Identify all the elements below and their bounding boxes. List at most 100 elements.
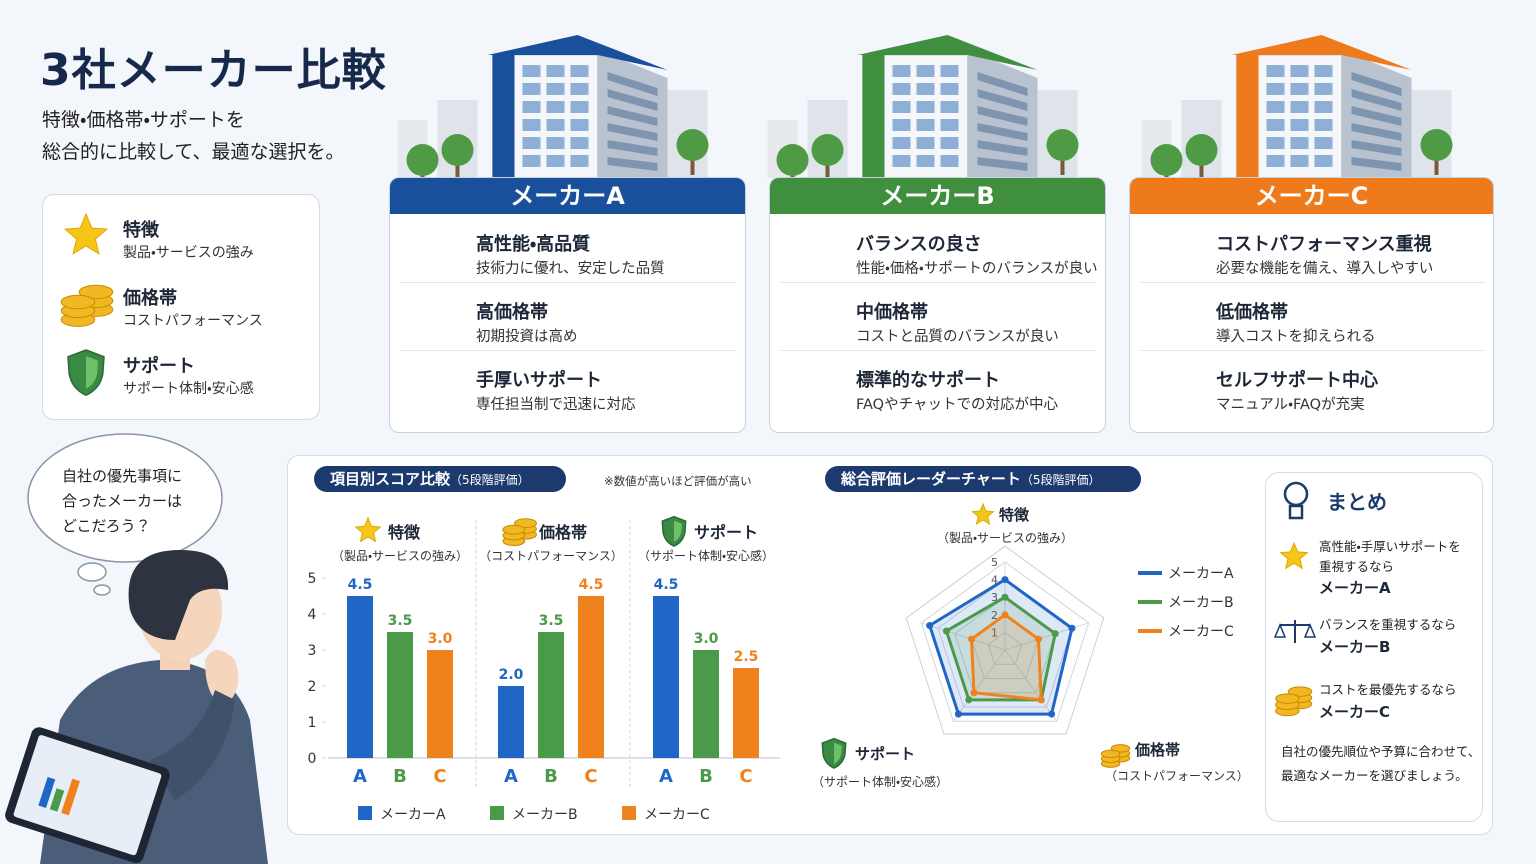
window [522, 137, 541, 149]
window [940, 137, 959, 149]
building-roof [1231, 35, 1412, 70]
legend-title: 価格帯 [123, 288, 177, 309]
window [1314, 155, 1333, 167]
side-window [607, 89, 658, 111]
window [916, 119, 935, 131]
building-accent [1236, 55, 1259, 178]
legend-desc: コストパフォーマンス [123, 313, 263, 329]
person-face [138, 560, 222, 660]
subtitle: 特徴・価格帯・サポートを 総合的に比較して、最適な選択を。 [42, 104, 344, 168]
window [570, 119, 589, 131]
window [940, 101, 959, 113]
row-separator [780, 350, 1097, 351]
window [916, 137, 935, 149]
window [892, 137, 911, 149]
window [1290, 155, 1309, 167]
window [1290, 65, 1309, 77]
thought-text: 合ったメーカーは [62, 492, 183, 510]
window [892, 101, 911, 113]
side-window [1351, 72, 1402, 96]
window [1266, 101, 1285, 113]
side-window [607, 106, 658, 126]
row-title: 標準的なサポート [856, 370, 1000, 391]
window [940, 83, 959, 95]
tree [1046, 129, 1079, 161]
side-window [1351, 106, 1402, 126]
row-separator [400, 350, 737, 351]
bg-building [662, 90, 708, 178]
side-window [1351, 140, 1402, 156]
building-roof [487, 35, 668, 70]
building-front [1236, 54, 1342, 179]
window [916, 155, 935, 167]
tablet-bar [61, 778, 80, 816]
bg-building [1406, 90, 1452, 178]
summary-maker: メーカーA [1319, 579, 1391, 597]
row-title: 低価格帯 [1216, 302, 1288, 323]
tree [406, 144, 439, 176]
window [916, 101, 935, 113]
maker-card: メーカーC コストパフォーマンス重視 必要な機能を備え、導入しやすい 低価格帯 導入コス… [1129, 177, 1494, 433]
window [1290, 83, 1309, 95]
window [522, 101, 541, 113]
side-window [977, 72, 1028, 96]
bg-building [767, 120, 798, 178]
tree [441, 134, 474, 166]
maker-card: メーカーA 高性能・高品質 技術力に優れ、安定した品質 高価格帯 初期投資は高め 手厚いサ… [389, 177, 746, 433]
window [1290, 119, 1309, 131]
thought-dot [77, 562, 107, 582]
window [1290, 137, 1309, 149]
tree-trunk [690, 155, 695, 175]
row-title: 中価格帯 [856, 302, 928, 323]
building-side [1341, 50, 1412, 178]
window [940, 65, 959, 77]
tree [811, 134, 844, 166]
maker-header: メーカーC [1130, 178, 1493, 214]
tablet [5, 727, 170, 864]
tablet-bar [38, 776, 56, 808]
side-window [1351, 123, 1402, 141]
window [940, 155, 959, 167]
person-arm [150, 690, 235, 800]
row-desc: 初期投資は高め [476, 329, 578, 345]
window [892, 155, 911, 167]
window [546, 119, 565, 131]
row-desc: 専任担当制で迅速に対応 [476, 397, 636, 413]
legend-desc: 製品・サービスの強み [123, 245, 254, 261]
side-window [977, 123, 1028, 141]
window [546, 83, 565, 95]
window [1314, 101, 1333, 113]
window [892, 83, 911, 95]
window [570, 155, 589, 167]
legend-desc: サポート体制・安心感 [123, 381, 254, 397]
row-desc: マニュアル・FAQが充実 [1216, 397, 1365, 413]
person-body [40, 660, 268, 864]
side-window [977, 140, 1028, 156]
row-desc: 性能・価格・サポートのバランスが良い [856, 261, 1098, 277]
window [1314, 83, 1333, 95]
window [570, 101, 589, 113]
window [1314, 65, 1333, 77]
row-title: 高価格帯 [476, 302, 548, 323]
thought-text: どこだろう？ [62, 517, 151, 535]
window [892, 65, 911, 77]
building-front [492, 54, 598, 179]
side-window [1351, 89, 1402, 111]
window [892, 119, 911, 131]
tree [1185, 134, 1218, 166]
person-hair [128, 550, 229, 640]
maker-header: メーカーA [390, 178, 745, 214]
row-separator [1140, 350, 1485, 351]
window [1266, 83, 1285, 95]
window [916, 83, 935, 95]
window [1314, 119, 1333, 131]
row-separator [400, 282, 737, 283]
building-side [967, 50, 1038, 178]
thought-dot [93, 584, 111, 596]
side-window [607, 140, 658, 156]
window [522, 155, 541, 167]
side-window [977, 89, 1028, 111]
window [1266, 155, 1285, 167]
tablet-bar [49, 788, 65, 812]
